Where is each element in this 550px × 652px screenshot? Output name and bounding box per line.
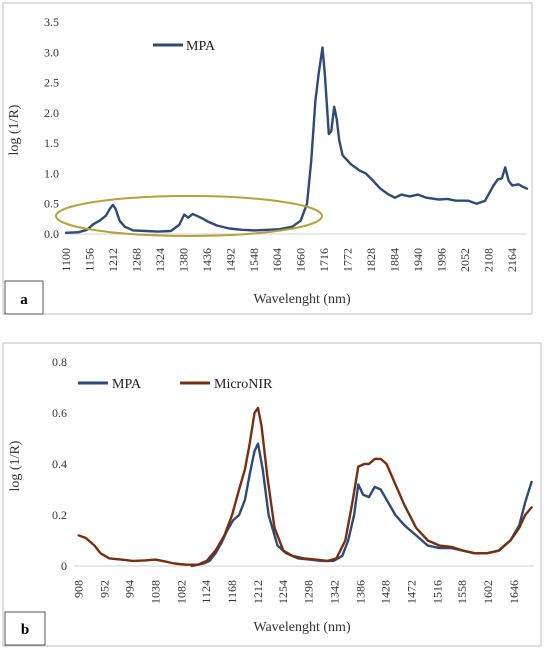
panel-b-x-tick-label: 1342	[328, 580, 342, 604]
panel-b-y-tick-label: 0.2	[52, 508, 67, 522]
panel-a-y-tick-label: 3.0	[44, 45, 59, 59]
panel-a-y-axis-title: log (1/R)	[7, 104, 22, 155]
panel-a-x-tick-label: 1100	[59, 248, 73, 272]
panel-a-x-axis-title: Wavelenght (nm)	[253, 292, 351, 307]
panel-b-label-box	[4, 611, 46, 646]
panel-b-x-tick-label: 1428	[378, 580, 392, 604]
panel-b-x-tick-label: 908	[72, 580, 86, 598]
panel-b-x-tick-label: 1168	[225, 580, 239, 604]
panel-a-x-tick-label: 2052	[458, 248, 472, 272]
panel-a-x-tick-label: 1940	[411, 248, 425, 272]
panel-b-y-tick-label: 0.6	[52, 406, 67, 420]
panel-a-x-tick-label: 1996	[435, 248, 449, 272]
panel-b-legend-label-mpa: MPA	[112, 377, 142, 392]
panel-b-frame	[2, 342, 542, 647]
panel-b-series-micronir-line	[77, 406, 533, 566]
panel-a-y-tick-label: 1.0	[44, 166, 59, 180]
panel-b-x-tick-label: 1254	[276, 580, 290, 604]
panel-a-x-tick-label: 2164	[505, 248, 519, 272]
panel-a-x-tick-label: 1436	[200, 248, 214, 272]
panel-b-y-tick-label: 0.8	[52, 355, 67, 369]
panel-b-y-tick-label: 0	[61, 559, 67, 573]
panel-b-chart: 0 0.2 0.4 0.6 0.8 908 952 994 1038 1082 1124 1168 12…	[52, 355, 534, 604]
panel-b-x-tick-label: 1298	[302, 580, 316, 604]
panel-a-x-tick-label: 1212	[106, 248, 120, 272]
panel-b-x-axis-title: Wavelenght (nm)	[253, 620, 351, 635]
panel-a-y-tick-label: 2.0	[44, 106, 59, 120]
panel-a-x-tick-label: 1772	[341, 248, 355, 272]
panel-b-x-tick-label: 952	[98, 580, 112, 598]
panel-a-y-tick-label: 0.0	[44, 227, 59, 241]
panel-a-y-tick-label: 2.5	[44, 76, 59, 90]
panel-a-x-tick-label: 2108	[481, 248, 495, 272]
panel-b-x-tick-label: 1124	[199, 580, 213, 604]
panel-a-x-tick-label: 1716	[317, 248, 331, 272]
panel-a-x-tick-label: 1268	[129, 248, 143, 272]
panel-b-x-tick-label: 1602	[481, 580, 495, 604]
panel-b-x-tick-label: 1516	[430, 580, 444, 604]
panel-b-x-tick-label: 1558	[455, 580, 469, 604]
panel-b-y-tick-label: 0.4	[52, 457, 67, 471]
panel-b-label: b	[21, 622, 29, 638]
panel-b-x-tick-label: 1646	[507, 580, 521, 604]
panel-a-legend-label-mpa: MPA	[186, 39, 216, 54]
panel-a-y-tick-label: 3.5	[44, 15, 59, 29]
panel-a-x-tick-label: 1660	[294, 248, 308, 272]
panel-a-label: a	[20, 292, 28, 308]
highlight-ellipse	[55, 195, 323, 237]
panel-b-y-axis-title: log (1/R)	[8, 440, 23, 491]
panel-a-x-tick-label: 1828	[364, 248, 378, 272]
panel-b-x-tick-label: 994	[122, 580, 136, 598]
panel-a-y-tick-label: 1.5	[44, 136, 59, 150]
panel-a-label-box	[4, 280, 44, 315]
panel-b-x-tick-label: 1038	[148, 580, 162, 604]
panel-a-x-tick-label: 1604	[270, 248, 284, 272]
panel-b-x-tick-label: 1472	[404, 580, 418, 604]
panel-a-series-mpa-line	[64, 46, 529, 234]
panel-a-x-tick-label: 1324	[153, 248, 167, 272]
panel-a-chart: 0.0 0.5 1.0 1.5 2.0 2.5 3.0 3.5 1100 1156 1212 1268…	[44, 15, 529, 272]
panel-b-x-tick-label: 1386	[354, 580, 368, 604]
panel-a-x-tick-label: 1380	[176, 248, 190, 272]
panel-b-legend-label-micronir: MicroNIR	[214, 377, 273, 392]
panel-b-x-tick-label: 1082	[174, 580, 188, 604]
panel-a-x-tick-label: 1548	[247, 248, 261, 272]
panel-a-x-tick-label: 1884	[388, 248, 402, 272]
panel-a-frame	[2, 2, 533, 315]
panel-a-x-tick-label: 1492	[223, 248, 237, 272]
panel-b-x-tick-label: 1212	[251, 580, 265, 604]
panel-a-y-tick-label: 0.5	[44, 197, 59, 211]
panel-a-x-tick-label: 1156	[82, 248, 96, 272]
